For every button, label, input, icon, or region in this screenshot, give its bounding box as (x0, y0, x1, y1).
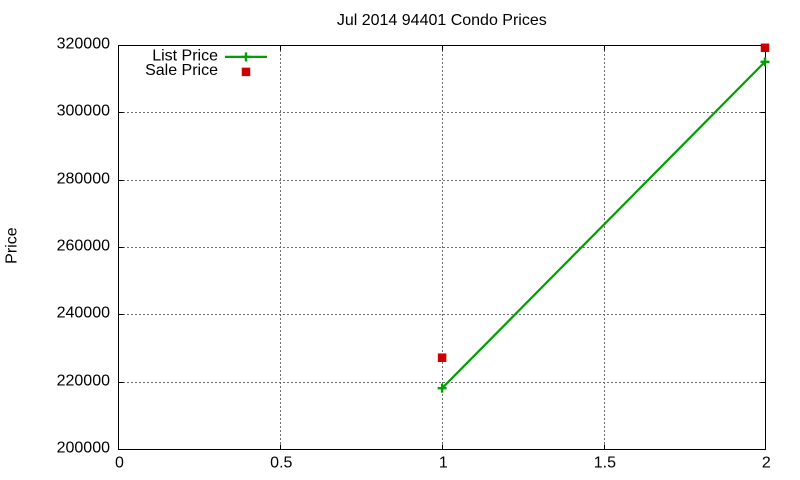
svg-text:2: 2 (762, 455, 771, 472)
svg-text:280000: 280000 (57, 171, 110, 188)
svg-text:List Price: List Price (152, 47, 218, 64)
svg-text:220000: 220000 (57, 373, 110, 390)
svg-text:320000: 320000 (57, 36, 110, 53)
svg-text:200000: 200000 (57, 440, 110, 457)
svg-text:Jul 2014 94401 Condo Prices: Jul 2014 94401 Condo Prices (337, 12, 547, 29)
svg-text:300000: 300000 (57, 103, 110, 120)
svg-text:240000: 240000 (57, 305, 110, 322)
svg-text:Sale Price: Sale Price (145, 62, 218, 79)
svg-text:1: 1 (439, 455, 448, 472)
svg-text:1.5: 1.5 (594, 455, 616, 472)
svg-text:0: 0 (115, 455, 124, 472)
svg-text:260000: 260000 (57, 238, 110, 255)
svg-text:0.5: 0.5 (270, 455, 292, 472)
svg-text:Price: Price (4, 227, 21, 264)
